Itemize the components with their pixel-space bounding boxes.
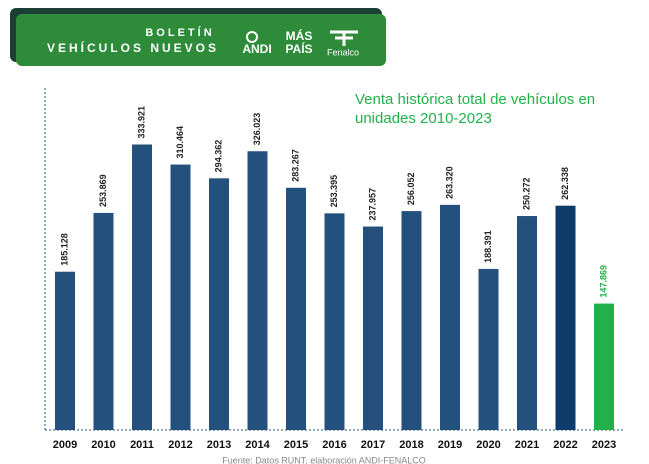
bar bbox=[594, 303, 614, 430]
x-tick-label: 2009 bbox=[53, 439, 77, 451]
banner-line1: BOLETÍN bbox=[145, 26, 214, 39]
bar bbox=[517, 216, 537, 430]
x-tick-label: 2014 bbox=[245, 439, 270, 451]
bar bbox=[286, 187, 306, 430]
value-label: 237.957 bbox=[367, 188, 377, 221]
x-tick-label: 2012 bbox=[168, 439, 192, 451]
x-tick-label: 2011 bbox=[130, 439, 154, 451]
value-label: 310.464 bbox=[175, 126, 185, 159]
value-label: 188.391 bbox=[483, 230, 493, 263]
bar bbox=[209, 178, 229, 430]
value-label: 185.128 bbox=[59, 233, 69, 266]
bar bbox=[55, 271, 75, 430]
logo-fenalco: Fenalco bbox=[327, 47, 359, 57]
bar bbox=[170, 164, 191, 430]
bar bbox=[363, 226, 383, 430]
andi-icon bbox=[246, 31, 258, 43]
logo-pais: PAÍS bbox=[285, 41, 312, 56]
value-label: 326.023 bbox=[252, 113, 262, 146]
value-label: 253.395 bbox=[329, 175, 339, 208]
bar bbox=[324, 213, 345, 430]
banner-line2: VEHÍCULOS NUEVOS bbox=[47, 40, 219, 55]
value-label: 250.272 bbox=[521, 177, 531, 210]
x-tick-label: 2013 bbox=[207, 439, 231, 451]
x-tick-label: 2017 bbox=[361, 439, 385, 451]
logo-andi: ANDI bbox=[242, 42, 271, 56]
bar bbox=[93, 212, 114, 430]
x-tick-label: 2019 bbox=[438, 439, 462, 451]
x-tick-label: 2018 bbox=[399, 439, 423, 451]
bar bbox=[247, 151, 268, 430]
value-label: 262.338 bbox=[560, 167, 570, 200]
value-label: 283.267 bbox=[290, 149, 300, 182]
chart-title: Venta histórica total de vehículos en un… bbox=[355, 91, 596, 127]
value-label: 333.921 bbox=[136, 106, 146, 139]
bar bbox=[132, 144, 152, 430]
x-tick-label: 2021 bbox=[515, 439, 539, 451]
bar bbox=[401, 211, 422, 430]
logo-mas: MÁS bbox=[286, 28, 313, 43]
x-tick-label: 2023 bbox=[592, 439, 616, 451]
x-tick-label: 2010 bbox=[91, 439, 115, 451]
source: Fuente: Datos RUNT, elaboración ANDI-FEN… bbox=[222, 455, 426, 464]
value-label: 294.362 bbox=[213, 140, 223, 173]
fenalco-icon bbox=[330, 30, 358, 46]
value-label: 253.869 bbox=[98, 174, 108, 207]
bar bbox=[440, 204, 460, 430]
value-label: 147.869 bbox=[598, 265, 608, 298]
value-label: 263.320 bbox=[444, 166, 454, 199]
x-tick-label: 2016 bbox=[322, 439, 346, 451]
bar bbox=[478, 268, 499, 430]
bar bbox=[555, 205, 576, 430]
banner bbox=[16, 14, 386, 66]
value-label: 256.052 bbox=[406, 173, 416, 206]
x-tick-label: 2020 bbox=[476, 439, 500, 451]
x-tick-label: 2015 bbox=[284, 439, 308, 451]
x-tick-label: 2022 bbox=[553, 439, 577, 451]
